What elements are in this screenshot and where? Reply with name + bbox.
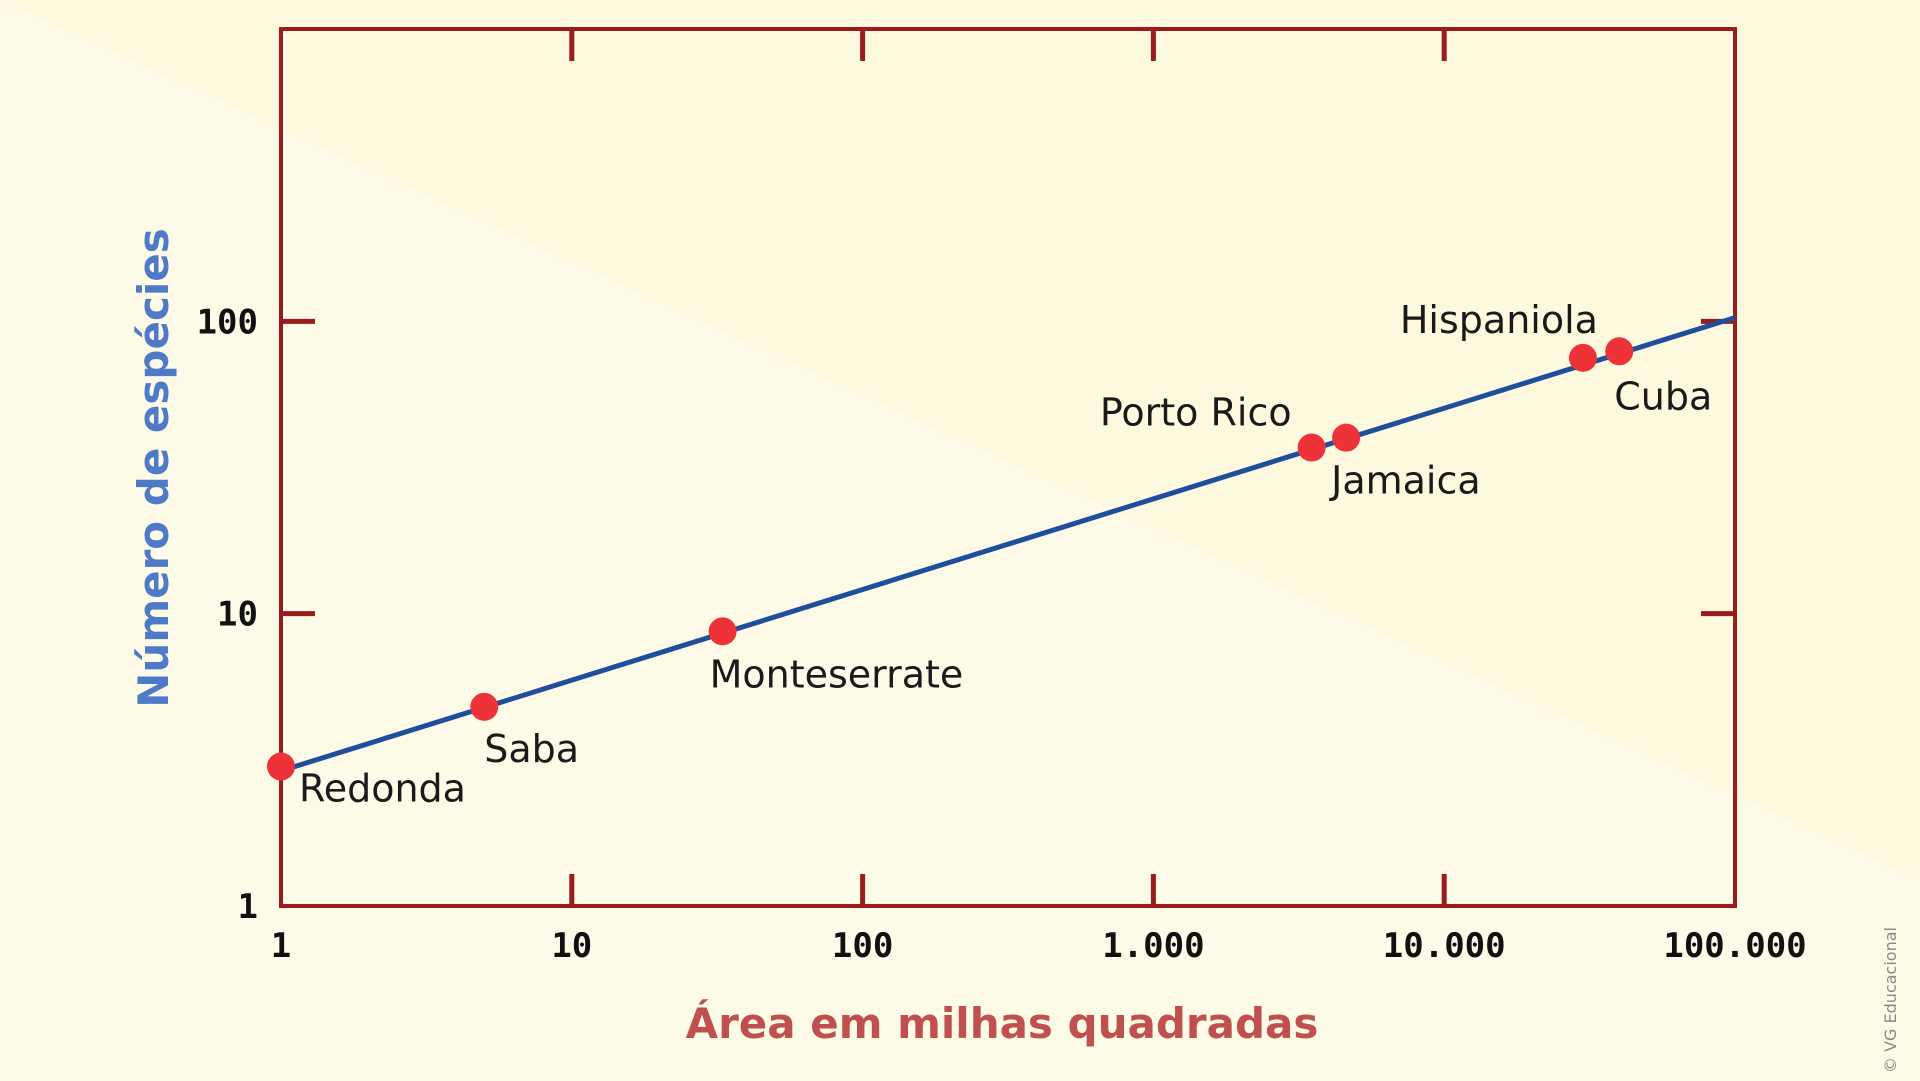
y-axis-ticks: 1 10 100 (197, 302, 1735, 927)
data-points: Redonda Saba Monteserrate Porto Rico Jamaica… (267, 298, 1712, 811)
y-tick-label: 10 (217, 595, 258, 635)
x-axis-ticks: 1 10 100 1.000 10.000 100.000 (271, 29, 1807, 966)
copyright-text: © VG Educacional (1881, 927, 1900, 1073)
y-tick-label: 100 (197, 302, 258, 342)
x-tick-label: 10.000 (1383, 926, 1506, 966)
y-tick-label: 1 (238, 887, 258, 927)
point-label: Monteserrate (710, 652, 964, 696)
plot-frame (279, 27, 1737, 908)
data-point (267, 752, 295, 781)
x-tick-label: 100 (832, 926, 893, 966)
y-axis-label: Número de espécies (129, 228, 178, 707)
fit-line (280, 315, 1736, 774)
data-point (1605, 337, 1634, 366)
x-tick-label: 1.000 (1102, 926, 1204, 966)
data-point (470, 692, 499, 721)
point-label: Redonda (299, 767, 466, 811)
background-shade (0, 0, 1920, 880)
data-point (1332, 423, 1361, 452)
x-tick-label: 10 (551, 926, 592, 966)
point-label: Cuba (1614, 374, 1712, 418)
x-tick-label: 100.000 (1663, 926, 1806, 966)
x-tick-label: 1 (271, 926, 291, 966)
x-axis-label: Área em milhas quadradas (686, 998, 1319, 1048)
data-point (1568, 343, 1597, 372)
point-label: Hispaniola (1400, 298, 1598, 342)
data-point (708, 617, 737, 646)
data-point (1297, 433, 1326, 462)
point-label: Saba (484, 727, 579, 771)
point-label: Porto Rico (1100, 391, 1292, 435)
point-label: Jamaica (1329, 459, 1481, 503)
